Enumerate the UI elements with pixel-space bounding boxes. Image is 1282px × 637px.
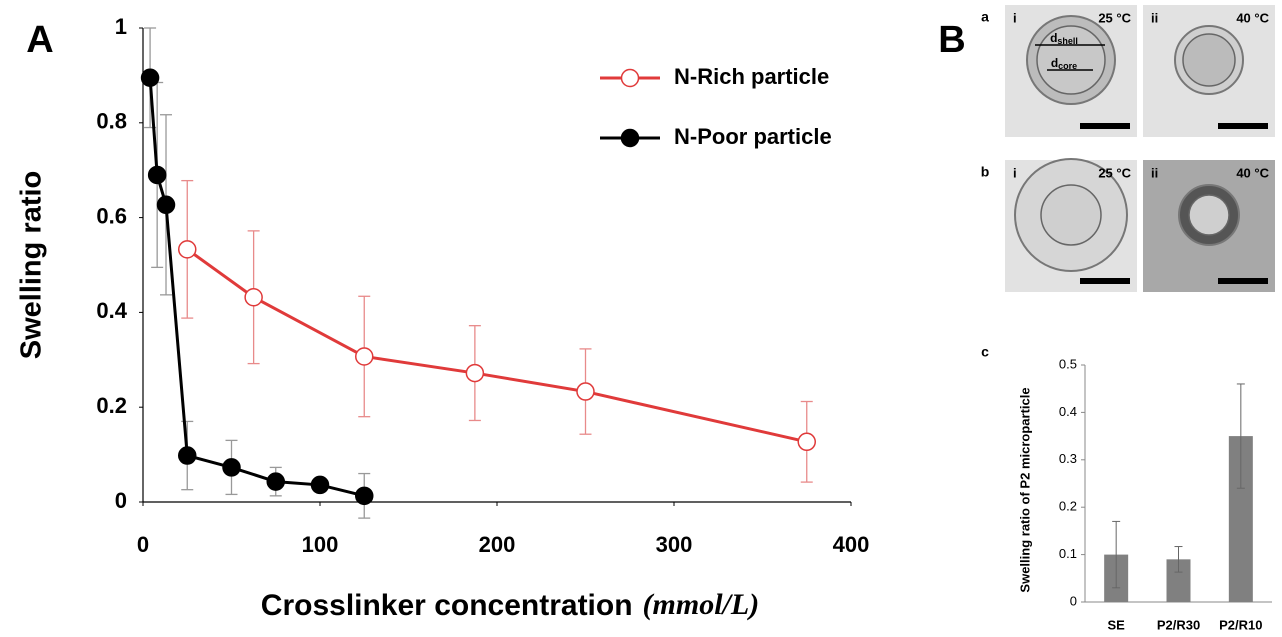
data-point bbox=[244, 287, 263, 307]
particle-core bbox=[1040, 184, 1102, 246]
x-tick-label: SE bbox=[1107, 617, 1125, 632]
data-point bbox=[266, 472, 285, 491]
x-tick-label: 200 bbox=[479, 532, 516, 557]
x-tick-label: 400 bbox=[833, 532, 870, 557]
y-tick-label: 0.4 bbox=[96, 298, 127, 323]
data-point bbox=[140, 68, 160, 88]
dimension-label: dshell bbox=[1050, 31, 1078, 46]
legend-label: N-Rich particle bbox=[674, 64, 829, 89]
temperature-label: 25 °C bbox=[1098, 165, 1131, 180]
particle-core bbox=[1188, 194, 1230, 236]
data-point bbox=[178, 240, 197, 259]
data-point bbox=[222, 458, 241, 477]
y-tick-label: 0.3 bbox=[1059, 451, 1077, 466]
data-point bbox=[310, 475, 330, 495]
legend-label: N-Poor particle bbox=[674, 124, 832, 149]
data-point bbox=[178, 446, 197, 465]
panel-index: i bbox=[1013, 10, 1017, 25]
y-tick-label: 0 bbox=[115, 488, 127, 513]
y-tick-label: 0 bbox=[1070, 593, 1077, 608]
y-tick-label: 0.5 bbox=[1059, 356, 1077, 371]
data-point bbox=[355, 347, 374, 366]
y-tick-label: 1 bbox=[115, 14, 127, 39]
dimension-label: dcore bbox=[1051, 56, 1077, 71]
particle-core bbox=[1036, 25, 1106, 95]
y-axis-label: Swelling ratio bbox=[16, 171, 48, 360]
y-tick-label: 0.1 bbox=[1059, 546, 1077, 561]
dimension-symbol: d bbox=[1050, 31, 1057, 45]
y-tick-label: 0.6 bbox=[96, 203, 127, 228]
data-point bbox=[576, 382, 595, 401]
data-point bbox=[147, 165, 167, 185]
x-tick-label: 300 bbox=[656, 532, 693, 557]
data-point bbox=[355, 486, 374, 506]
y-tick-label: 0.4 bbox=[1059, 404, 1077, 419]
x-axis-label: Crosslinker concentration (mmol/L) bbox=[261, 588, 759, 622]
panel-index: ii bbox=[1151, 165, 1158, 180]
dimension-subscript: shell bbox=[1057, 36, 1078, 46]
temperature-label: 40 °C bbox=[1236, 165, 1269, 180]
legend-marker bbox=[620, 68, 640, 88]
series-line bbox=[148, 77, 365, 498]
x-axis-units: (mmol/L) bbox=[643, 588, 760, 621]
legend-marker bbox=[620, 128, 640, 148]
scale-bar bbox=[1218, 278, 1268, 284]
dimension-symbol: d bbox=[1051, 56, 1058, 70]
dimension-subscript: core bbox=[1058, 61, 1077, 71]
x-tick-label: 0 bbox=[137, 532, 149, 557]
particle-core bbox=[1182, 33, 1236, 87]
temperature-label: 25 °C bbox=[1098, 10, 1131, 25]
panel-index: i bbox=[1013, 165, 1017, 180]
y-tick-label: 0.2 bbox=[1059, 499, 1077, 514]
x-tick-label: 100 bbox=[302, 532, 339, 557]
panel-index: ii bbox=[1151, 10, 1158, 25]
scale-bar bbox=[1080, 123, 1130, 129]
y-tick-label: 0.2 bbox=[96, 393, 127, 418]
temperature-label: 40 °C bbox=[1236, 10, 1269, 25]
scale-bar bbox=[1080, 278, 1130, 284]
x-tick-label: P2/R30 bbox=[1157, 617, 1200, 632]
row-label: a bbox=[981, 9, 989, 25]
data-point bbox=[465, 363, 485, 383]
panel-label: c bbox=[981, 344, 989, 360]
x-tick-label: P2/R10 bbox=[1219, 617, 1262, 632]
row-label: b bbox=[981, 164, 990, 180]
y-tick-label: 0.8 bbox=[96, 109, 127, 134]
scale-bar bbox=[1218, 123, 1268, 129]
series-line bbox=[186, 248, 808, 444]
data-point bbox=[797, 432, 816, 452]
x-axis-title: Crosslinker concentration bbox=[261, 589, 633, 622]
data-point bbox=[156, 195, 176, 215]
panel-label: A bbox=[26, 19, 53, 61]
y-axis-label: Swelling ratio of P2 microparticle bbox=[1017, 387, 1032, 592]
panel-label: B bbox=[938, 19, 965, 61]
